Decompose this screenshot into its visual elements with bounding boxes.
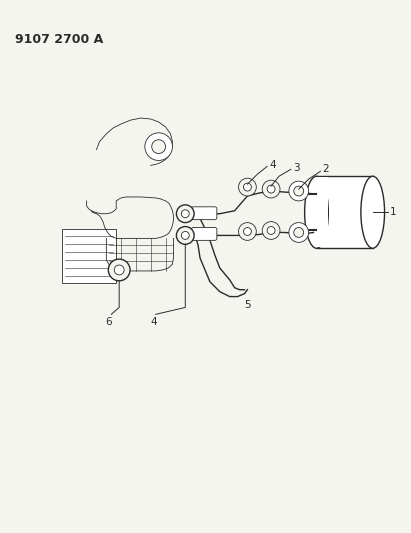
Circle shape: [262, 222, 280, 239]
Text: 5: 5: [244, 300, 251, 310]
Circle shape: [243, 183, 252, 191]
Circle shape: [114, 265, 124, 275]
Bar: [316, 177, 328, 247]
Text: 4: 4: [269, 160, 276, 171]
Text: 2: 2: [322, 164, 329, 174]
Bar: [316, 176, 373, 248]
Circle shape: [176, 227, 194, 244]
Circle shape: [109, 259, 130, 281]
Circle shape: [294, 228, 304, 237]
Circle shape: [181, 231, 189, 239]
Ellipse shape: [361, 176, 385, 248]
Text: 4: 4: [150, 317, 157, 327]
Circle shape: [289, 181, 309, 201]
Circle shape: [294, 186, 304, 196]
Text: 1: 1: [390, 207, 396, 217]
Circle shape: [238, 178, 256, 196]
Ellipse shape: [305, 176, 328, 248]
FancyBboxPatch shape: [191, 228, 217, 240]
Circle shape: [152, 140, 166, 154]
Text: 3: 3: [293, 163, 300, 173]
Text: 9107 2700 A: 9107 2700 A: [15, 33, 103, 46]
Circle shape: [238, 223, 256, 240]
Circle shape: [289, 223, 309, 243]
FancyBboxPatch shape: [191, 207, 217, 220]
Circle shape: [267, 227, 275, 235]
Circle shape: [145, 133, 173, 160]
Circle shape: [243, 228, 252, 236]
Circle shape: [262, 180, 280, 198]
Circle shape: [181, 210, 189, 217]
Bar: [62, 229, 116, 283]
Circle shape: [267, 185, 275, 193]
Text: 6: 6: [105, 317, 112, 327]
Circle shape: [176, 205, 194, 223]
